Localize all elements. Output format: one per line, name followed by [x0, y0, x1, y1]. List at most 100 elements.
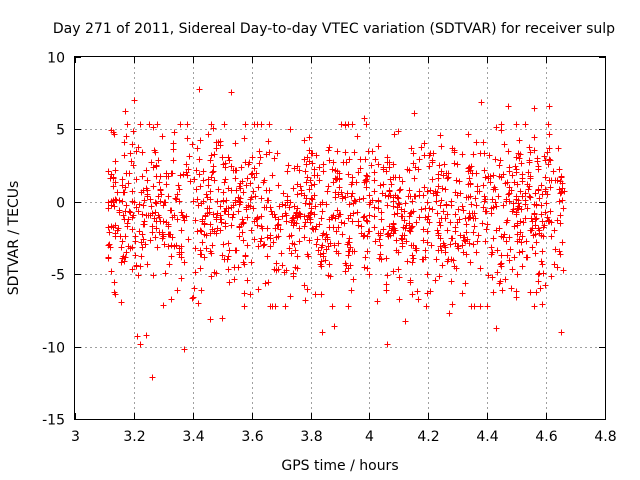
data-point — [404, 166, 411, 173]
data-point — [209, 242, 216, 249]
data-point — [116, 197, 123, 204]
data-point — [388, 181, 395, 188]
data-point — [476, 188, 483, 195]
data-point — [439, 185, 446, 192]
data-point — [349, 174, 356, 181]
data-point — [278, 250, 285, 257]
data-point — [203, 245, 210, 252]
data-point — [132, 252, 139, 259]
data-point — [428, 242, 435, 249]
data-point — [402, 225, 409, 232]
data-point — [434, 227, 441, 234]
data-point — [245, 161, 252, 168]
data-point — [220, 189, 227, 196]
data-point — [420, 226, 427, 233]
data-point — [265, 138, 272, 145]
data-point — [529, 225, 536, 232]
data-point — [316, 177, 323, 184]
data-point — [270, 239, 277, 246]
data-point — [170, 140, 177, 147]
data-point — [157, 218, 164, 225]
data-point — [348, 287, 355, 294]
data-point — [140, 202, 147, 209]
data-point — [225, 253, 232, 260]
data-point — [290, 273, 297, 280]
data-point — [201, 221, 208, 228]
data-point — [163, 181, 170, 188]
data-point — [313, 241, 320, 248]
data-point — [427, 150, 434, 157]
data-point — [495, 193, 502, 200]
data-point — [493, 227, 500, 234]
data-point — [490, 172, 497, 179]
data-point — [560, 267, 567, 274]
data-point — [396, 187, 403, 194]
data-point — [490, 289, 497, 296]
data-point — [261, 204, 268, 211]
data-point — [492, 156, 499, 163]
data-point — [158, 191, 165, 198]
data-point — [236, 233, 243, 240]
data-point — [463, 251, 470, 258]
data-point — [509, 172, 516, 179]
data-point — [207, 230, 214, 237]
data-point — [561, 188, 568, 195]
data-point — [514, 231, 521, 238]
data-point — [264, 225, 271, 232]
data-point — [231, 276, 238, 283]
data-point — [541, 222, 548, 229]
data-point — [518, 160, 525, 167]
data-point — [197, 137, 204, 144]
data-point — [504, 179, 511, 186]
data-point — [105, 224, 112, 231]
data-point — [518, 206, 525, 213]
data-point — [124, 220, 131, 227]
data-point — [355, 169, 362, 176]
data-point — [292, 247, 299, 254]
data-point — [357, 156, 364, 163]
y-tick-label: -10 — [42, 341, 65, 357]
data-point — [178, 275, 185, 282]
data-point — [112, 158, 119, 165]
data-point — [336, 211, 343, 218]
data-point — [228, 187, 235, 194]
data-point — [221, 208, 228, 215]
data-point — [480, 204, 487, 211]
data-point — [143, 167, 150, 174]
data-point — [526, 144, 533, 151]
data-point — [120, 253, 127, 260]
data-point — [244, 242, 251, 249]
data-point — [451, 149, 458, 156]
data-point — [410, 150, 417, 157]
data-point — [556, 186, 563, 193]
data-point — [413, 247, 420, 254]
data-point — [129, 214, 136, 221]
data-point — [368, 162, 375, 169]
data-point — [266, 121, 273, 128]
y-tick-label: 10 — [47, 51, 65, 67]
data-point — [420, 237, 427, 244]
data-point — [372, 156, 379, 163]
data-point — [392, 227, 399, 234]
data-point — [442, 186, 449, 193]
data-point — [462, 238, 469, 245]
data-point — [559, 239, 566, 246]
data-point — [545, 121, 552, 128]
data-point — [132, 238, 139, 245]
data-point — [183, 213, 190, 220]
data-point — [406, 213, 413, 220]
data-point — [193, 186, 200, 193]
data-point — [513, 294, 520, 301]
data-point — [407, 279, 414, 286]
data-point — [395, 266, 402, 273]
data-point — [538, 258, 545, 265]
data-point — [505, 191, 512, 198]
data-point — [452, 189, 459, 196]
data-point — [452, 224, 459, 231]
data-point — [498, 121, 505, 128]
data-point — [444, 211, 451, 218]
data-point — [547, 208, 554, 215]
data-point — [150, 272, 157, 279]
data-point — [118, 299, 125, 306]
data-point — [263, 151, 270, 158]
